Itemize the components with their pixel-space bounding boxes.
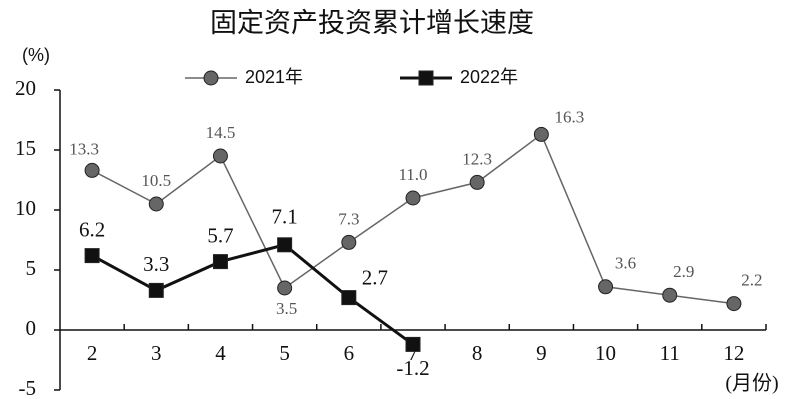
- point: [148, 196, 164, 212]
- point: [84, 248, 100, 264]
- y-tick-label: -5: [19, 376, 37, 399]
- point: [726, 296, 742, 312]
- data-label: 7.1: [272, 205, 298, 229]
- data-label: 2.7: [362, 265, 388, 289]
- legend-label: 2021年: [245, 67, 303, 87]
- x-tick-label: 3: [151, 341, 162, 365]
- data-label: 2.9: [673, 262, 694, 281]
- chart-title: 固定资产投资累计增长速度: [210, 8, 534, 38]
- legend-marker: [203, 70, 219, 86]
- x-tick-label: 11: [660, 341, 680, 365]
- data-label: 11.0: [398, 165, 427, 184]
- point: [341, 290, 357, 306]
- point: [405, 336, 421, 352]
- data-label: 7.3: [338, 209, 359, 228]
- y-tick-label: 5: [26, 256, 37, 280]
- x-tick-label: 10: [595, 341, 616, 365]
- y-tick-label: 15: [15, 136, 36, 160]
- data-label: 2.2: [741, 271, 762, 290]
- point: [662, 287, 678, 303]
- x-tick-label: 2: [87, 341, 98, 365]
- x-tick-label: 9: [536, 341, 547, 365]
- data-label: 6.2: [79, 217, 105, 241]
- data-label: 3.5: [276, 299, 297, 318]
- data-label: 3.6: [615, 254, 636, 273]
- point: [212, 254, 228, 270]
- data-label: 14.5: [206, 123, 236, 142]
- data-label: 12.3: [462, 149, 492, 168]
- y-axis-label: (%): [22, 45, 50, 65]
- y-tick-label: 20: [15, 76, 36, 100]
- data-label: -1.2: [396, 356, 429, 380]
- x-tick-label: 5: [279, 341, 290, 365]
- point: [533, 126, 549, 142]
- point: [341, 234, 357, 250]
- data-label: 3.3: [143, 252, 169, 276]
- data-label: 5.7: [207, 223, 233, 247]
- series-line: [91, 133, 735, 305]
- legend-marker: [418, 70, 434, 86]
- data-label: 13.3: [69, 139, 99, 158]
- x-axis-label: (月份): [725, 372, 778, 395]
- x-tick-label: 6: [344, 341, 355, 365]
- point: [405, 190, 421, 206]
- y-tick-label: 10: [15, 196, 36, 220]
- point: [212, 148, 228, 164]
- x-tick-label: 4: [215, 341, 226, 365]
- point: [84, 162, 100, 178]
- point: [469, 174, 485, 190]
- data-label: 10.5: [141, 171, 171, 190]
- point: [277, 280, 293, 296]
- legend-label: 2022年: [460, 67, 518, 87]
- point: [148, 282, 164, 298]
- point: [277, 237, 293, 253]
- data-label: 16.3: [554, 107, 584, 126]
- x-tick-label: 7: [408, 341, 419, 365]
- series-line: [91, 243, 414, 346]
- x-tick-label: 8: [472, 341, 483, 365]
- point: [598, 279, 614, 295]
- x-tick-label: 12: [723, 341, 744, 365]
- y-tick-label: 0: [26, 316, 37, 340]
